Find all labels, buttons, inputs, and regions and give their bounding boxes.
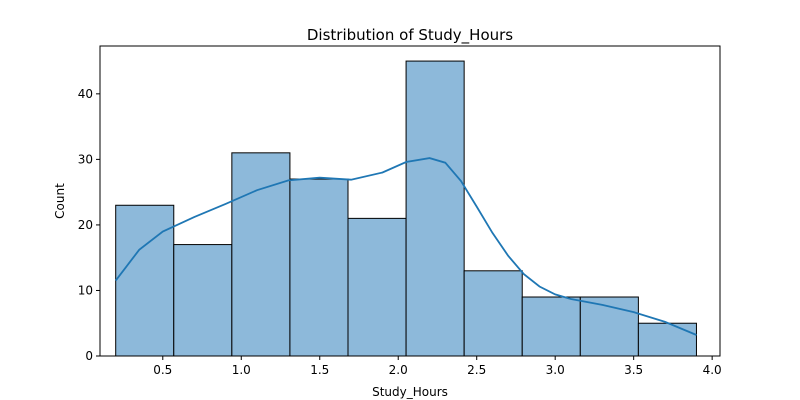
x-tick-label: 3.0 xyxy=(546,363,565,377)
histogram-bar-1 xyxy=(115,204,175,357)
y-tick-label: 40 xyxy=(78,87,93,101)
y-tick-label: 30 xyxy=(78,152,93,166)
plot-frame xyxy=(99,45,721,357)
x-tick-label: 1.0 xyxy=(232,363,251,377)
histogram-bar-4 xyxy=(289,178,349,357)
x-tick-label: 2.5 xyxy=(467,363,486,377)
histogram-bar-10 xyxy=(637,322,697,357)
x-tick-label: 1.5 xyxy=(310,363,329,377)
x-tick-label: 3.5 xyxy=(624,363,643,377)
histogram-bar-2 xyxy=(173,244,233,357)
y-axis-ticks: 0 10 20 30 40 xyxy=(78,87,100,363)
x-tick-label: 4.0 xyxy=(703,363,722,377)
chart-title: Distribution of Study_Hours xyxy=(307,26,513,45)
histogram-bar-8 xyxy=(521,296,581,357)
y-axis-label: Count xyxy=(53,183,67,219)
y-tick-label: 20 xyxy=(78,218,93,232)
histogram-bars xyxy=(115,60,697,357)
histogram-bar-3 xyxy=(231,152,291,357)
histogram-bar-7 xyxy=(463,270,523,357)
histogram-bar-5 xyxy=(347,217,407,357)
kde-curve xyxy=(114,157,697,336)
histogram-bar-6 xyxy=(405,60,465,357)
y-tick-label: 10 xyxy=(78,283,93,297)
x-axis-ticks: 0.5 1.0 1.5 2.0 2.5 3.0 3.5 4.0 xyxy=(153,356,722,377)
x-tick-label: 2.0 xyxy=(389,363,408,377)
y-tick-label: 0 xyxy=(85,349,93,363)
x-tick-label: 0.5 xyxy=(153,363,172,377)
x-axis-label: Study_Hours xyxy=(372,385,448,399)
